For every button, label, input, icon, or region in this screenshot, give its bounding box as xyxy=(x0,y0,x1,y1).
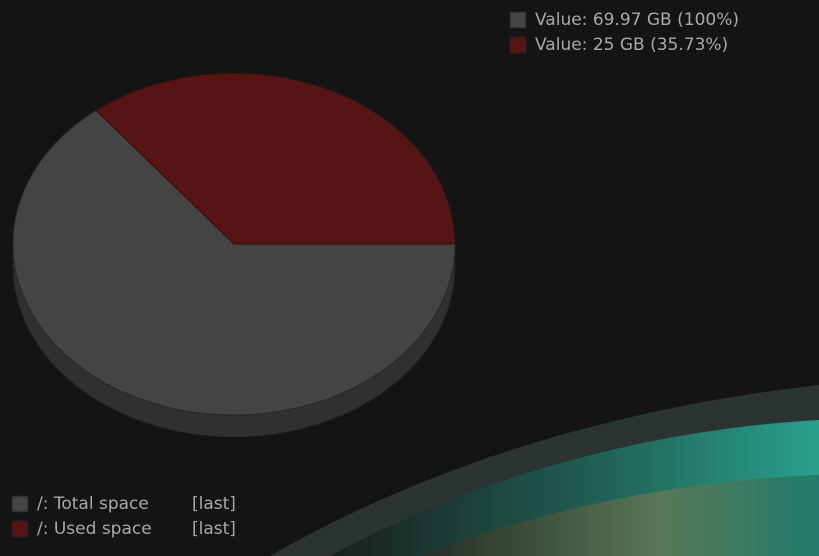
legend-label: /: Used space xyxy=(37,519,152,539)
value-label: Value: 25 GB (35.73%) xyxy=(535,35,728,55)
legend: Value: 69.97 GB (100%) /: Total space [las… xyxy=(11,10,739,539)
swoosh-highlight xyxy=(420,475,819,556)
legend-swatch xyxy=(11,520,29,538)
value-label: Value: 69.97 GB (100%) xyxy=(535,10,739,30)
pie xyxy=(12,72,456,438)
legend-function: [last] xyxy=(192,519,236,539)
legend-swatch xyxy=(509,36,527,54)
legend-swatch xyxy=(11,495,29,513)
legend-swatch xyxy=(509,11,527,29)
pie-slice xyxy=(95,72,456,245)
legend-label: /: Total space xyxy=(37,494,149,514)
legend-function: [last] xyxy=(192,494,236,514)
